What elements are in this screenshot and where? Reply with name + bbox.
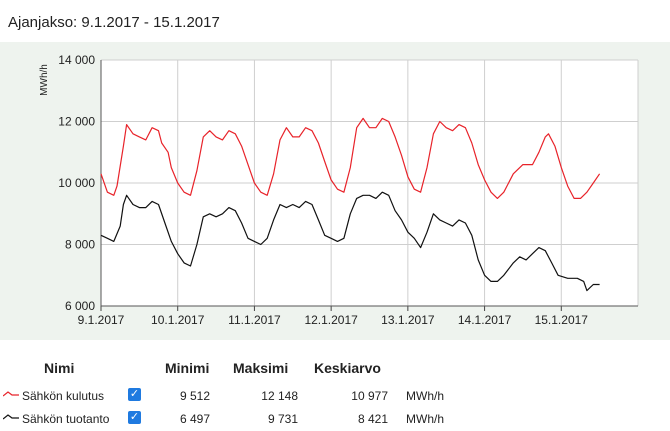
series-line-consumption — [100, 117, 601, 199]
y-axis-label: MWh/h — [39, 64, 50, 96]
x-tick-label: 12.1.2017 — [304, 313, 358, 327]
min-value: 6 497 — [179, 412, 210, 426]
max-value: 9 731 — [267, 412, 298, 426]
series-checkbox-production[interactable]: ✓ — [128, 411, 141, 424]
max-value: 12 148 — [261, 389, 298, 403]
unit-label: MWh/h — [406, 389, 445, 403]
series-name: Sähkön kulutus — [22, 389, 105, 403]
table-row: Sähkön kulutus ✓ 9 512 12 148 10 977 MWh… — [0, 386, 670, 408]
series-layer — [100, 117, 601, 292]
x-tick-label: 14.1.2017 — [458, 313, 512, 327]
avg-value: 10 977 — [351, 389, 388, 403]
series-checkbox-consumption[interactable]: ✓ — [128, 388, 141, 401]
y-tick-label: 6 000 — [65, 299, 95, 313]
axis-layer: 6 000 8 000 10 000 12 000 14 000 9.1.2017 10.1… — [58, 53, 638, 327]
x-tick-label: 15.1.2017 — [535, 313, 589, 327]
header-max: Maksimi — [233, 360, 289, 376]
chart-panel: 6 000 8 000 10 000 12 000 14 000 9.1.2017 10.1… — [0, 42, 670, 340]
header-name: Nimi — [44, 360, 75, 376]
y-tick-label: 10 000 — [58, 176, 95, 190]
y-tick-label: 14 000 — [58, 53, 95, 67]
series-line-production — [100, 191, 600, 292]
header-avg: Keskiarvo — [314, 360, 381, 376]
line-chart: 6 000 8 000 10 000 12 000 14 000 9.1.2017 10.1… — [39, 53, 639, 327]
period-label: Ajanjakso: 9.1.2017 - 15.1.2017 — [8, 14, 220, 31]
series-swatch-consumption — [3, 391, 19, 397]
y-tick-label: 12 000 — [58, 115, 95, 129]
min-value: 9 512 — [179, 389, 210, 403]
x-tick-label: 13.1.2017 — [381, 313, 435, 327]
x-tick-label: 9.1.2017 — [78, 313, 125, 327]
y-tick-label: 8 000 — [65, 238, 95, 252]
avg-value: 8 421 — [357, 412, 388, 426]
unit-label: MWh/h — [406, 412, 445, 426]
table-row: Sähkön tuotanto ✓ 6 497 9 731 8 421 MWh/… — [0, 409, 670, 431]
series-swatch-production — [3, 414, 19, 420]
x-tick-label: 11.1.2017 — [228, 313, 281, 327]
x-tick-label: 10.1.2017 — [151, 313, 205, 327]
series-name: Sähkön tuotanto — [22, 412, 110, 426]
header-min: Minimi — [165, 360, 210, 376]
grid-layer — [100, 59, 639, 307]
